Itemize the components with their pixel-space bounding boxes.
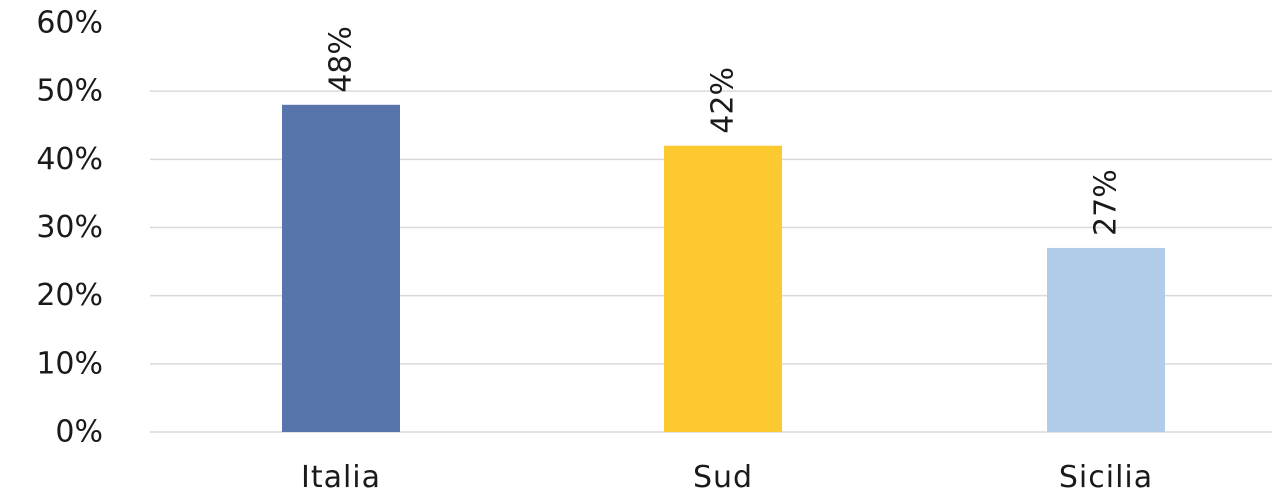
bar-sicilia xyxy=(1047,247,1165,432)
y-tick-label: 50% xyxy=(36,74,103,109)
x-tick-label-italia: Italia xyxy=(301,460,381,495)
y-tick-label: 40% xyxy=(36,142,103,177)
data-labels: 48% 42% 27% xyxy=(324,26,1124,236)
y-tick-label: 20% xyxy=(36,278,103,313)
x-tick-label-sud: Sud xyxy=(693,460,753,495)
y-tick-label: 60% xyxy=(36,6,103,41)
y-axis-tick-labels: 0% 10% 20% 30% 40% 50% 60% xyxy=(36,6,103,450)
x-axis-tick-labels: Italia Sud Sicilia xyxy=(301,460,1153,495)
bar-sud xyxy=(664,145,782,432)
x-tick-label-sicilia: Sicilia xyxy=(1059,460,1153,495)
y-tick-label: 10% xyxy=(36,346,103,381)
y-tick-label: 30% xyxy=(36,210,103,245)
data-label-sicilia: 27% xyxy=(1089,169,1124,236)
y-tick-label: 0% xyxy=(55,415,103,450)
bars xyxy=(282,104,1165,433)
data-label-italia: 48% xyxy=(324,26,359,93)
data-label-sud: 42% xyxy=(706,67,741,134)
bar-italia xyxy=(282,104,400,433)
